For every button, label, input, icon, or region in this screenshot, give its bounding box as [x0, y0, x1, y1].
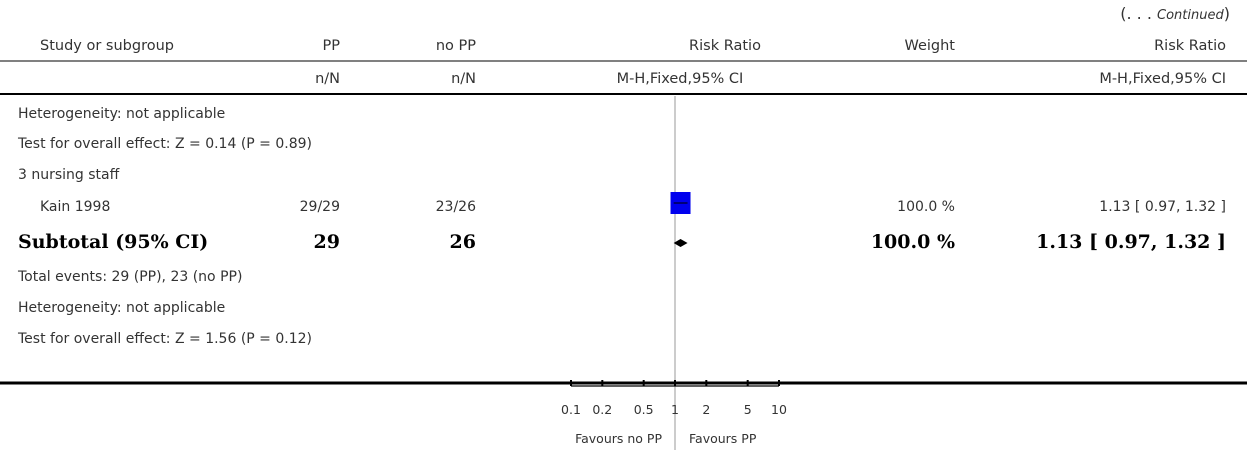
col-rrci-header: Risk Ratio	[1154, 38, 1226, 54]
x-axis-tick-label: 0.1	[561, 402, 581, 417]
study-pp: 29/29	[299, 199, 340, 215]
study-weight: 100.0 %	[897, 199, 955, 215]
total-events-text: Total events: 29 (PP), 23 (no PP)	[18, 269, 243, 285]
group-label: 3 nursing staff	[18, 167, 120, 183]
continued-label: (. . . Continued)	[1120, 4, 1230, 23]
heterogeneity-text-1: Heterogeneity: not applicable	[18, 106, 226, 122]
subtotal-diamond	[673, 239, 688, 247]
continued-prefix: (. . .	[1120, 4, 1158, 23]
col-weight-header: Weight	[904, 38, 955, 54]
study-ci: 1.13 [ 0.97, 1.32 ]	[1099, 199, 1226, 215]
subtotal-nopp: 26	[449, 231, 476, 253]
sub-pp-header: n/N	[315, 71, 340, 87]
col-study-header: Study or subgroup	[40, 38, 174, 54]
sub-nopp-header: n/N	[451, 71, 476, 87]
sub-rr-header: M-H,Fixed,95% CI	[616, 71, 744, 87]
favours-left-label: Favours no PP	[575, 431, 662, 446]
x-axis-tick-label: 5	[744, 402, 752, 417]
x-axis-tick-label: 2	[702, 402, 710, 417]
favours-right-label: Favours PP	[689, 431, 757, 446]
sub-rrci-header: M-H,Fixed,95% CI	[1099, 71, 1226, 87]
subtotal-weight: 100.0 %	[870, 231, 955, 253]
col-nopp-header: no PP	[435, 38, 476, 54]
subtotal-label: Subtotal (95% CI)	[18, 231, 209, 253]
continued-word: Continued	[1157, 8, 1224, 23]
x-axis-tick-label: 0.2	[592, 402, 612, 417]
x-axis-tick-label: 1	[671, 402, 679, 417]
study-nopp: 23/26	[435, 199, 476, 215]
overall-effect-text-1: Test for overall effect: Z = 0.14 (P = 0…	[18, 136, 312, 152]
x-axis-tick-label: 0.5	[634, 402, 654, 417]
subtotal-pp: 29	[313, 231, 340, 253]
heterogeneity-text-2: Heterogeneity: not applicable	[18, 300, 226, 316]
subtotal-ci: 1.13 [ 0.97, 1.32 ]	[1036, 231, 1226, 253]
continued-suffix: )	[1223, 4, 1230, 23]
x-axis-tick-label: 10	[771, 402, 787, 417]
study-name: Kain 1998	[40, 199, 111, 215]
overall-effect-text-2: Test for overall effect: Z = 1.56 (P = 0…	[18, 331, 312, 347]
col-rr-header: Risk Ratio	[689, 38, 761, 54]
col-pp-header: PP	[322, 38, 341, 54]
